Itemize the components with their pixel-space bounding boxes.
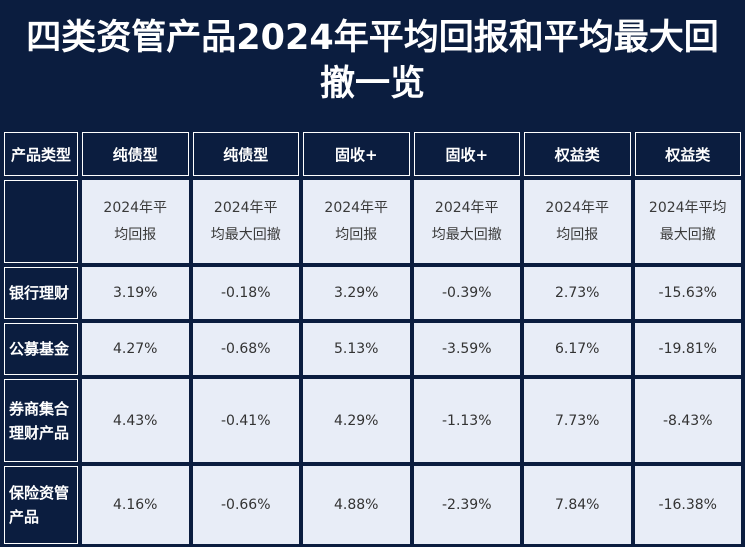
header-cell: 权益类 (524, 132, 631, 176)
subheader-cell: 2024年平均最大回撤 (634, 180, 741, 263)
subheader-cell: 2024年平均最大回撤 (413, 180, 520, 263)
value-cell: -15.63% (634, 267, 741, 319)
value-cell: 3.29% (303, 267, 410, 319)
table-row: 券商集合 理财产品 4.43% -0.41% 4.29% -1.13% 7.73%… (4, 379, 741, 462)
value-cell: -2.39% (413, 466, 520, 544)
value-cell: -0.68% (192, 323, 299, 375)
header-cell: 纯债型 (82, 132, 189, 176)
header-cell: 固收+ (303, 132, 410, 176)
value-cell: 4.88% (303, 466, 410, 544)
title-line-2: 撤一览 (319, 64, 425, 104)
value-cell: 4.43% (82, 379, 189, 462)
row-header-bank-wealth: 银行理财 (4, 267, 78, 319)
value-cell: -1.13% (413, 379, 520, 462)
value-cell: 5.13% (303, 323, 410, 375)
value-cell: 3.19% (82, 267, 189, 319)
subheader-cell: 2024年平 均回报 (82, 180, 189, 263)
row-header-insurance-am: 保险资管 产品 (4, 466, 78, 544)
subheader-cell: 2024年平 均回报 (303, 180, 410, 263)
value-cell: -3.59% (413, 323, 520, 375)
table-row: 公募基金 4.27% -0.68% 5.13% -3.59% 6.17% -19… (4, 323, 741, 375)
value-cell: 4.27% (82, 323, 189, 375)
value-cell: 4.16% (82, 466, 189, 544)
subheader-row: 2024年平 均回报 2024年平 均最大回撤 2024年平 均回报 2024年平 均最… (4, 180, 741, 263)
value-cell: 7.84% (524, 466, 631, 544)
page-title: 四类资管产品2024年平均回报和平均最大回 撤一览 (0, 0, 745, 127)
value-cell: 2.73% (524, 267, 631, 319)
value-cell: -19.81% (634, 323, 741, 375)
value-cell: -0.41% (192, 379, 299, 462)
value-cell: -0.18% (192, 267, 299, 319)
subheader-cell: 2024年平均最大回撤 (192, 180, 299, 263)
header-cell: 纯债型 (192, 132, 299, 176)
subheader-cell: 2024年平 均回报 (524, 180, 631, 263)
header-row: 产品类型 纯债型 纯债型 固收+ 固收+ 权益类 权益类 (4, 132, 741, 176)
table-row: 保险资管 产品 4.16% -0.66% 4.88% -2.39% 7.84% -… (4, 466, 741, 544)
value-cell: -0.39% (413, 267, 520, 319)
corner-header: 产品类型 (4, 132, 78, 176)
value-cell: -16.38% (634, 466, 741, 544)
header-cell: 权益类 (634, 132, 741, 176)
blank-cell (4, 180, 78, 263)
returns-drawdown-table: 产品类型 纯债型 纯债型 固收+ 固收+ 权益类 权益类 2024年平 均回报 2… (0, 128, 745, 548)
value-cell: -0.66% (192, 466, 299, 544)
row-header-broker-collective: 券商集合 理财产品 (4, 379, 78, 462)
value-cell: 4.29% (303, 379, 410, 462)
title-line-1: 四类资管产品2024年平均回报和平均最大回 (26, 18, 719, 58)
value-cell: 7.73% (524, 379, 631, 462)
value-cell: -8.43% (634, 379, 741, 462)
value-cell: 6.17% (524, 323, 631, 375)
header-cell: 固收+ (413, 132, 520, 176)
table-row: 银行理财 3.19% -0.18% 3.29% -0.39% 2.73% -15… (4, 267, 741, 319)
row-header-public-fund: 公募基金 (4, 323, 78, 375)
